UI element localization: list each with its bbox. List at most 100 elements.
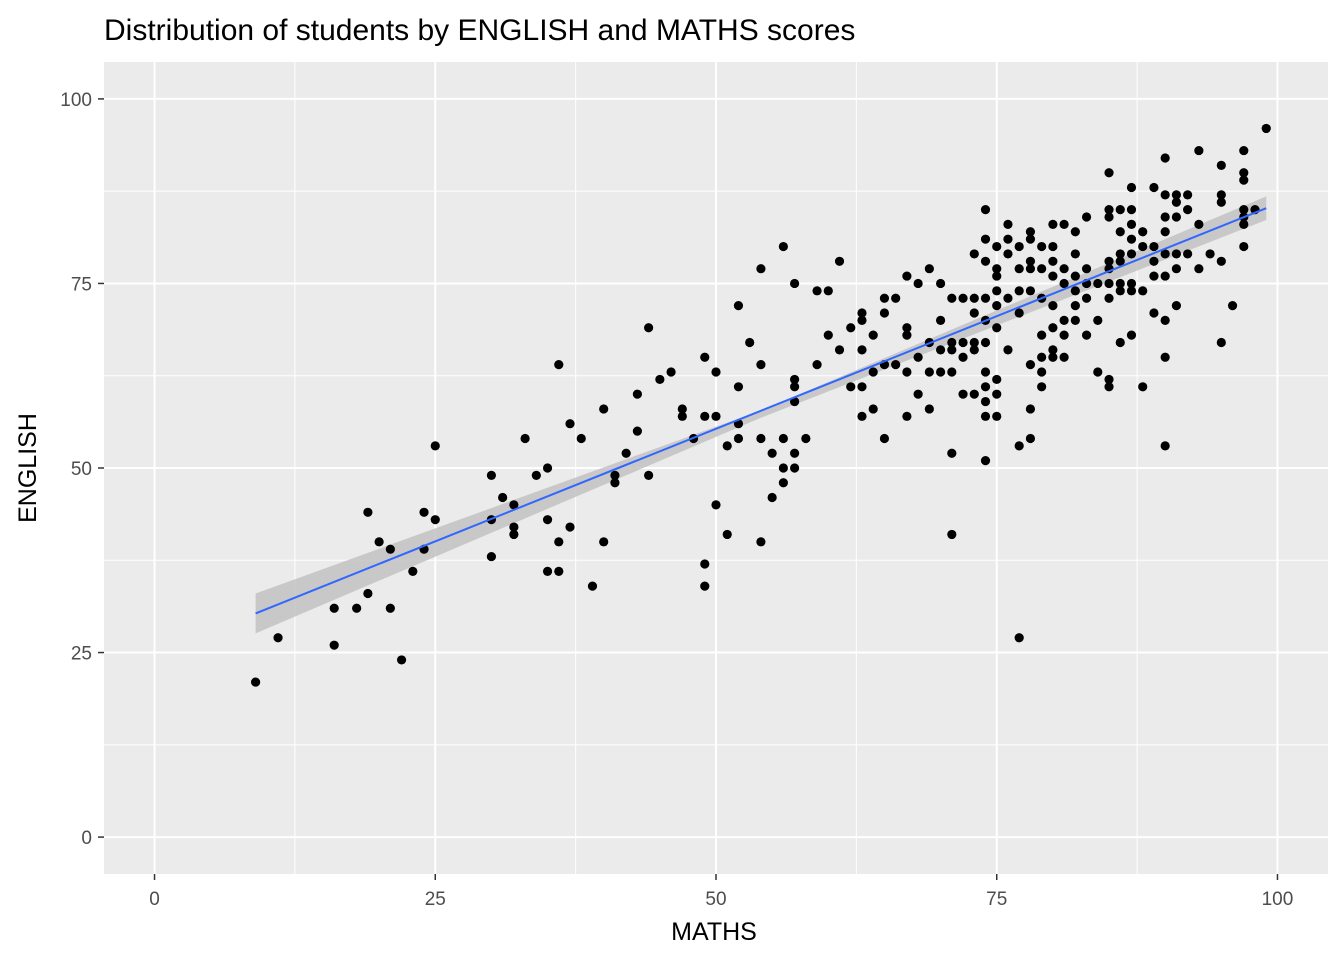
data-point <box>700 411 710 421</box>
data-point <box>1059 352 1069 362</box>
data-point <box>857 308 867 318</box>
data-point <box>1048 271 1058 281</box>
data-point <box>1104 278 1114 289</box>
data-point <box>823 330 833 340</box>
data-point <box>1115 286 1125 296</box>
data-point <box>947 337 957 348</box>
data-point <box>969 337 979 348</box>
data-point <box>1003 345 1013 355</box>
data-point <box>902 411 912 421</box>
data-point <box>632 426 642 436</box>
data-point <box>756 537 766 547</box>
data-point <box>1171 301 1182 311</box>
data-point <box>1059 315 1069 325</box>
data-point <box>846 382 856 392</box>
data-point <box>1160 315 1170 325</box>
data-point <box>1059 278 1069 289</box>
data-point <box>700 581 710 591</box>
data-point <box>834 345 845 355</box>
x-tick-label: 100 <box>1262 889 1294 910</box>
data-point <box>1014 264 1024 274</box>
data-point <box>1194 145 1204 156</box>
data-point <box>992 286 1002 296</box>
data-point <box>1104 168 1114 178</box>
chart-title: Distribution of students by ENGLISH and … <box>104 14 855 47</box>
data-point <box>363 588 373 599</box>
data-point <box>385 544 395 554</box>
data-point <box>1239 175 1249 185</box>
data-point <box>621 448 631 458</box>
data-point <box>1126 182 1137 193</box>
data-point <box>1014 241 1024 252</box>
data-point <box>1216 337 1226 348</box>
data-point <box>1149 271 1159 281</box>
data-point <box>992 241 1002 252</box>
data-point <box>554 537 564 547</box>
data-point <box>1048 301 1058 311</box>
y-tick-label: 50 <box>71 459 92 480</box>
data-point <box>599 537 609 547</box>
data-point <box>1126 219 1137 229</box>
data-point <box>1126 330 1137 340</box>
data-point <box>868 404 878 414</box>
data-point <box>1081 264 1092 274</box>
data-point <box>790 278 800 289</box>
data-point <box>531 470 541 480</box>
data-point <box>1070 249 1080 259</box>
data-point <box>374 537 384 547</box>
data-point <box>1104 212 1114 222</box>
data-point <box>778 478 788 488</box>
data-point <box>1025 264 1036 274</box>
data-point <box>1216 197 1226 207</box>
data-point <box>1093 367 1103 377</box>
data-point <box>1003 293 1013 303</box>
data-point <box>565 419 575 429</box>
data-point <box>969 293 979 303</box>
trend-line-layer <box>255 207 1267 615</box>
data-point <box>756 360 766 370</box>
data-point <box>902 271 912 281</box>
data-point <box>1070 315 1080 325</box>
data-point <box>1138 382 1148 392</box>
data-point <box>1014 286 1024 296</box>
data-point <box>1160 352 1170 362</box>
data-point <box>980 205 991 215</box>
data-point <box>969 345 979 355</box>
data-point <box>250 677 261 687</box>
data-point <box>1160 441 1170 451</box>
data-point <box>790 382 800 392</box>
data-point <box>767 448 777 458</box>
data-point <box>857 382 867 392</box>
data-point <box>1149 182 1159 193</box>
data-point <box>857 315 867 325</box>
data-point <box>1126 286 1137 296</box>
data-point <box>599 404 609 414</box>
data-point <box>1171 190 1182 200</box>
data-point <box>891 293 901 303</box>
data-point <box>935 278 946 289</box>
data-point <box>1048 345 1058 355</box>
data-point <box>1149 308 1159 318</box>
data-point <box>1216 256 1226 266</box>
data-point <box>1070 301 1080 311</box>
data-point <box>486 551 497 562</box>
data-point <box>992 301 1002 311</box>
data-point <box>958 352 968 362</box>
data-point <box>790 448 800 458</box>
data-point <box>733 382 744 392</box>
data-point <box>935 345 946 355</box>
data-point <box>1216 190 1226 200</box>
data-point <box>1149 241 1159 252</box>
data-point <box>1104 205 1114 215</box>
data-point <box>1093 315 1103 325</box>
data-point <box>509 522 519 532</box>
data-point <box>644 323 654 333</box>
y-tick-label: 75 <box>71 274 92 295</box>
data-point <box>396 655 407 665</box>
data-point <box>1216 160 1226 170</box>
y-axis: 0 25 50 75 100 <box>60 90 104 849</box>
data-point <box>542 463 553 473</box>
data-point <box>1227 301 1238 311</box>
data-point <box>1239 241 1249 252</box>
